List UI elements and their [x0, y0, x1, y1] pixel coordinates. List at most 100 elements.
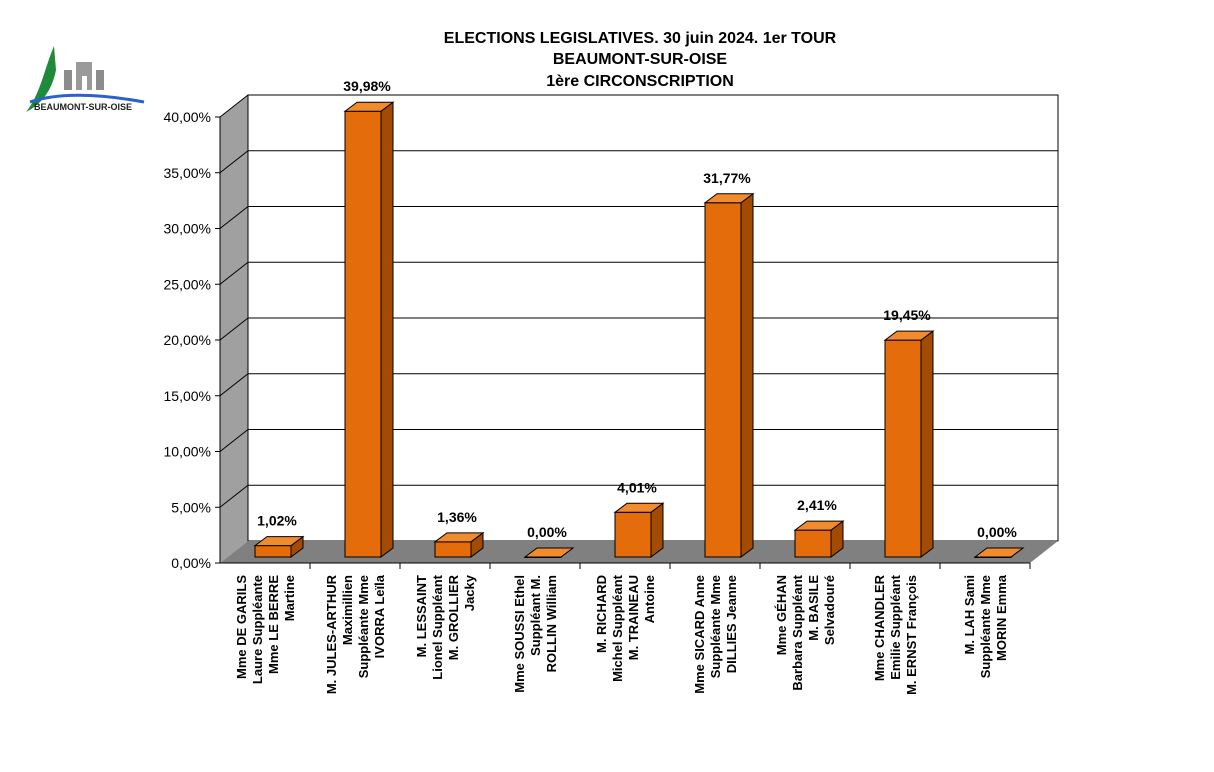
x-category-label-line: Mme GÉHAN — [774, 575, 789, 655]
gridline-side — [219, 373, 249, 397]
x-category-label: Mme SICARD AnneSuppléante MmeDILLIES Jea… — [692, 575, 739, 694]
bar-top — [613, 502, 665, 513]
x-category-label: M. JULES-ARTHURMaximillienSuppléante Mme… — [324, 574, 387, 694]
chart-title-line-3: 1ère CIRCONSCRIPTION — [546, 73, 734, 90]
y-tick-label: 5,00% — [171, 499, 211, 515]
x-category-label-line: M. LAH Sami — [962, 575, 977, 654]
x-category-label: Mme SOUSSI EthelSuppléant M.ROLLIN Willi… — [512, 575, 559, 693]
x-category-label-line: ROLLIN William — [544, 575, 559, 672]
x-category-label-line: M. JULES-ARTHUR — [324, 574, 339, 694]
gridline-side — [219, 150, 249, 174]
bar — [253, 535, 305, 558]
x-category-label-line: Martine — [282, 575, 297, 621]
x-category-label-line: Maximillien — [340, 575, 355, 645]
data-label: 0,00% — [977, 524, 1017, 540]
bar-front — [794, 529, 832, 558]
x-category-label-line: Antoine — [642, 575, 657, 623]
x-category-label-line: M. RICHARD — [594, 575, 609, 653]
x-category-label: M. LAH SamiSuppléante MmeMORIN Emma — [962, 574, 1009, 678]
x-category-label-line: Suppléante Mme — [708, 575, 723, 678]
gridline-side — [219, 484, 249, 508]
x-category-label: M. LESSAINTLionel SuppléantM. GROLLIERJa… — [414, 574, 477, 679]
x-category-label-line: Mme SOUSSI Ethel — [512, 575, 527, 693]
x-category-label-line: M. GROLLIER — [446, 574, 461, 660]
logo-text: BEAUMONT-SUR-OISE — [34, 102, 132, 112]
x-category-label-line: Mme LE BERRE — [266, 575, 281, 674]
data-label: 2,41% — [797, 497, 837, 513]
x-category-label-line: Emilie Suppléant — [888, 574, 903, 679]
y-tick-label: 10,00% — [164, 444, 211, 460]
y-tick-label: 25,00% — [164, 276, 211, 292]
bar — [973, 547, 1025, 558]
bar-top — [883, 330, 935, 341]
x-category-label-line: IVORRA Leïla — [372, 574, 387, 658]
x-category-label-line: Mme CHANDLER — [872, 574, 887, 681]
logo-river-icon — [29, 93, 145, 104]
bar-top — [703, 193, 755, 204]
gridline-side — [219, 94, 249, 118]
gridline-side — [219, 261, 249, 285]
bar-front — [704, 202, 742, 558]
bar-front — [884, 339, 922, 558]
data-label: 1,36% — [437, 509, 477, 525]
x-category-label-line: Suppléante Mme — [978, 575, 993, 678]
x-category-label-line: DILLIES Jeanne — [724, 575, 739, 673]
y-tick-label: 40,00% — [164, 109, 211, 125]
x-category-label-line: Jacky — [462, 574, 477, 611]
bar — [523, 547, 575, 558]
bar-top — [253, 536, 305, 547]
y-tick-label: 20,00% — [164, 332, 211, 348]
bar-side — [380, 101, 394, 558]
x-category-label-line: M. BASILE — [806, 575, 821, 641]
chart-title-line-1: ELECTIONS LEGISLATIVES. 30 juin 2024. 1e… — [443, 30, 837, 47]
bar-side — [920, 330, 934, 558]
bar — [883, 330, 935, 558]
bar-top — [433, 532, 485, 543]
x-category-label-line: MORIN Emma — [994, 574, 1009, 661]
bar — [613, 502, 665, 558]
bar-front — [254, 545, 292, 558]
bar — [433, 531, 485, 558]
x-category-label-line: Suppléant M. — [528, 575, 543, 656]
bar-front — [614, 511, 652, 558]
bar-top — [343, 101, 395, 112]
y-tick-label: 0,00% — [171, 555, 211, 571]
data-label: 19,45% — [883, 307, 931, 323]
x-category-label: M. RICHARDMichel SuppléantM. TRAINEAUAnt… — [594, 574, 657, 682]
data-label: 31,77% — [703, 170, 751, 186]
x-category-label-line: Suppléante Mme — [356, 575, 371, 678]
x-category-label-line: M. TRAINEAU — [626, 575, 641, 660]
bar-side — [740, 192, 754, 558]
bar — [703, 192, 755, 558]
x-category-label-line: Barbara Suppléant — [790, 574, 805, 690]
beaumont-logo: BEAUMONT-SUR-OISE — [26, 46, 145, 112]
bar-front — [434, 541, 472, 558]
data-label: 39,98% — [343, 78, 391, 94]
bar — [793, 520, 845, 558]
bar-top — [973, 547, 1025, 558]
x-category-label-line: Mme SICARD Anne — [692, 575, 707, 694]
bar-top — [793, 520, 845, 531]
x-category-label-line: Selvadouré — [822, 575, 837, 645]
gridline-side — [219, 206, 249, 229]
logo-leaf-icon — [26, 46, 56, 112]
bar — [343, 101, 395, 558]
x-category-label-line: Lionel Suppléant — [430, 574, 445, 679]
gridline-side — [219, 317, 249, 341]
data-label: 4,01% — [617, 479, 657, 495]
y-tick-label: 35,00% — [164, 165, 211, 181]
bar-top — [523, 547, 575, 558]
gridline-side — [219, 429, 249, 452]
x-category-label-line: Mme DE GARILS — [234, 575, 249, 679]
x-category-label-line: M. ERNST François — [904, 575, 919, 695]
y-tick-label: 15,00% — [164, 388, 211, 404]
chart-title-line-2: BEAUMONT-SUR-OISE — [552, 51, 728, 68]
y-tick-label: 30,00% — [164, 221, 211, 237]
x-category-label: Mme CHANDLEREmilie SuppléantM. ERNST Fra… — [872, 574, 919, 695]
x-category-label-line: Laure Suppléante — [250, 575, 265, 684]
x-category-label-line: M. LESSAINT — [414, 575, 429, 657]
x-category-label: Mme DE GARILSLaure SuppléanteMme LE BERR… — [234, 575, 297, 684]
data-label: 1,02% — [257, 513, 297, 529]
